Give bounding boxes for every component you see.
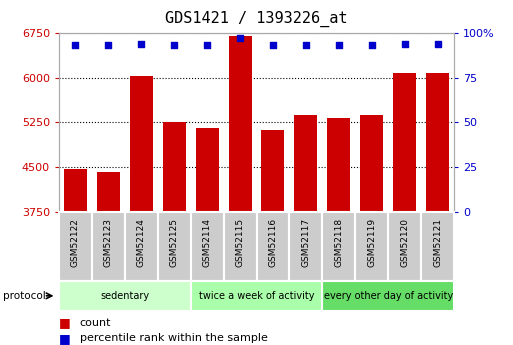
Text: GDS1421 / 1393226_at: GDS1421 / 1393226_at bbox=[165, 10, 348, 27]
Text: GSM52116: GSM52116 bbox=[268, 218, 278, 267]
Bar bbox=[59, 281, 191, 310]
Text: GSM52124: GSM52124 bbox=[137, 218, 146, 267]
Text: every other day of activity: every other day of activity bbox=[324, 291, 453, 301]
Bar bbox=[224, 212, 256, 281]
Text: GSM52119: GSM52119 bbox=[367, 218, 376, 267]
Point bbox=[104, 42, 112, 48]
Bar bbox=[262, 130, 285, 212]
Text: percentile rank within the sample: percentile rank within the sample bbox=[80, 333, 267, 343]
Text: GSM52115: GSM52115 bbox=[235, 218, 245, 267]
Bar bbox=[355, 212, 388, 281]
Point bbox=[433, 41, 442, 46]
Bar bbox=[388, 212, 421, 281]
Text: GSM52123: GSM52123 bbox=[104, 218, 113, 267]
Text: GSM52117: GSM52117 bbox=[301, 218, 310, 267]
Point bbox=[302, 42, 310, 48]
Text: GSM52122: GSM52122 bbox=[71, 218, 80, 267]
Bar bbox=[327, 118, 350, 212]
Bar bbox=[158, 212, 191, 281]
Text: ■: ■ bbox=[59, 316, 71, 329]
Point bbox=[334, 42, 343, 48]
Bar bbox=[130, 77, 153, 212]
Point bbox=[170, 42, 179, 48]
Bar bbox=[256, 212, 289, 281]
Bar bbox=[360, 115, 383, 212]
Bar bbox=[163, 122, 186, 212]
Text: count: count bbox=[80, 318, 111, 327]
Text: GSM52125: GSM52125 bbox=[170, 218, 179, 267]
Text: GSM52114: GSM52114 bbox=[203, 218, 212, 267]
Bar bbox=[195, 128, 219, 212]
Text: twice a week of activity: twice a week of activity bbox=[199, 291, 314, 301]
Text: protocol: protocol bbox=[3, 291, 45, 301]
Point bbox=[137, 41, 145, 46]
Bar bbox=[191, 281, 322, 310]
Point bbox=[401, 41, 409, 46]
Text: ■: ■ bbox=[59, 332, 71, 345]
Bar bbox=[92, 212, 125, 281]
Bar bbox=[322, 281, 454, 310]
Bar bbox=[426, 73, 449, 212]
Point bbox=[236, 36, 244, 41]
Bar bbox=[59, 212, 92, 281]
Bar bbox=[294, 115, 318, 212]
Text: sedentary: sedentary bbox=[100, 291, 149, 301]
Bar bbox=[393, 73, 416, 212]
Bar bbox=[64, 168, 87, 212]
Bar bbox=[97, 172, 120, 212]
Point bbox=[71, 42, 80, 48]
Bar bbox=[191, 212, 224, 281]
Bar bbox=[322, 212, 355, 281]
Text: GSM52118: GSM52118 bbox=[334, 218, 343, 267]
Point bbox=[368, 42, 376, 48]
Bar bbox=[125, 212, 158, 281]
Bar bbox=[421, 212, 454, 281]
Bar bbox=[289, 212, 322, 281]
Point bbox=[203, 42, 211, 48]
Point bbox=[269, 42, 277, 48]
Bar bbox=[228, 36, 251, 212]
Text: GSM52121: GSM52121 bbox=[433, 218, 442, 267]
Text: GSM52120: GSM52120 bbox=[400, 218, 409, 267]
